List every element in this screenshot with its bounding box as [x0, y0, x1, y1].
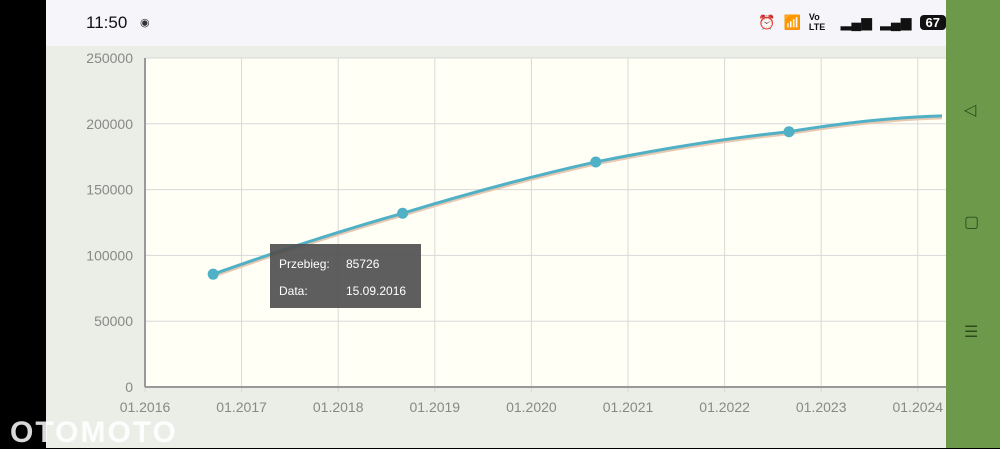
tooltip-date-label: Data:: [279, 284, 308, 298]
battery-icon: 67: [919, 14, 946, 30]
back-icon[interactable]: ◁: [964, 102, 977, 119]
wifi-icon: 📶: [783, 13, 801, 30]
data-point: [783, 126, 795, 138]
status-bar: 11:50 ◉ ⏰ 📶 Vo LTE ▂▄▆ ▂▄▆ 67: [46, 0, 946, 46]
x-tick-label: 01.2024: [892, 399, 943, 415]
x-tick-label: 01.2017: [216, 399, 267, 415]
x-tick-label: 01.2016: [120, 399, 171, 415]
notification-icon: ◉: [140, 17, 150, 29]
y-tick-label: 50000: [94, 313, 133, 329]
otomoto-logo: OTOMOTO: [10, 416, 178, 449]
tooltip-mileage-value: 85726: [346, 257, 380, 271]
y-tick-label: 0: [125, 379, 133, 395]
tooltip-date-value: 15.09.2016: [346, 284, 407, 298]
x-tick-label: 01.2022: [699, 399, 750, 415]
data-point: [207, 268, 219, 280]
signal-icon: ▂▄▆: [840, 13, 873, 30]
data-point: [397, 207, 409, 219]
clock: 11:50: [86, 13, 128, 32]
x-tick-label: 01.2020: [506, 399, 557, 415]
data-point: [590, 156, 602, 168]
tooltip-mileage-label: Przebieg:: [279, 257, 330, 271]
series-shadow: [212, 116, 942, 278]
x-tick-label: 01.2019: [409, 399, 460, 415]
y-tick-label: 200000: [86, 116, 133, 132]
signal-icon-2: ▂▄▆: [880, 13, 912, 30]
series-line: [212, 114, 942, 276]
navigation-bar: ◁ ▢ ☰: [946, 0, 1000, 448]
alarm-icon: ⏰: [758, 13, 776, 30]
recents-icon[interactable]: ☰: [964, 324, 979, 341]
y-tick-label: 250000: [86, 50, 133, 66]
app-screen: 0 50000 100000 150000 200000 250000 01.2016 01.…: [46, 0, 946, 448]
x-tick-label: 01.2023: [796, 399, 847, 415]
x-tick-label: 01.2018: [313, 399, 364, 415]
chart-tooltip: Przebieg: 85726 Data: 15.09.2016: [270, 244, 421, 308]
plot-area: [145, 58, 946, 387]
home-icon[interactable]: ▢: [964, 214, 980, 231]
y-tick-label: 100000: [86, 247, 133, 263]
x-tick-label: 01.2021: [603, 399, 654, 415]
y-tick-label: 150000: [86, 182, 133, 198]
mileage-chart: 0 50000 100000 150000 200000 250000 01.2016 01.…: [86, 50, 946, 415]
network-label: Vo LTE: [808, 12, 826, 32]
